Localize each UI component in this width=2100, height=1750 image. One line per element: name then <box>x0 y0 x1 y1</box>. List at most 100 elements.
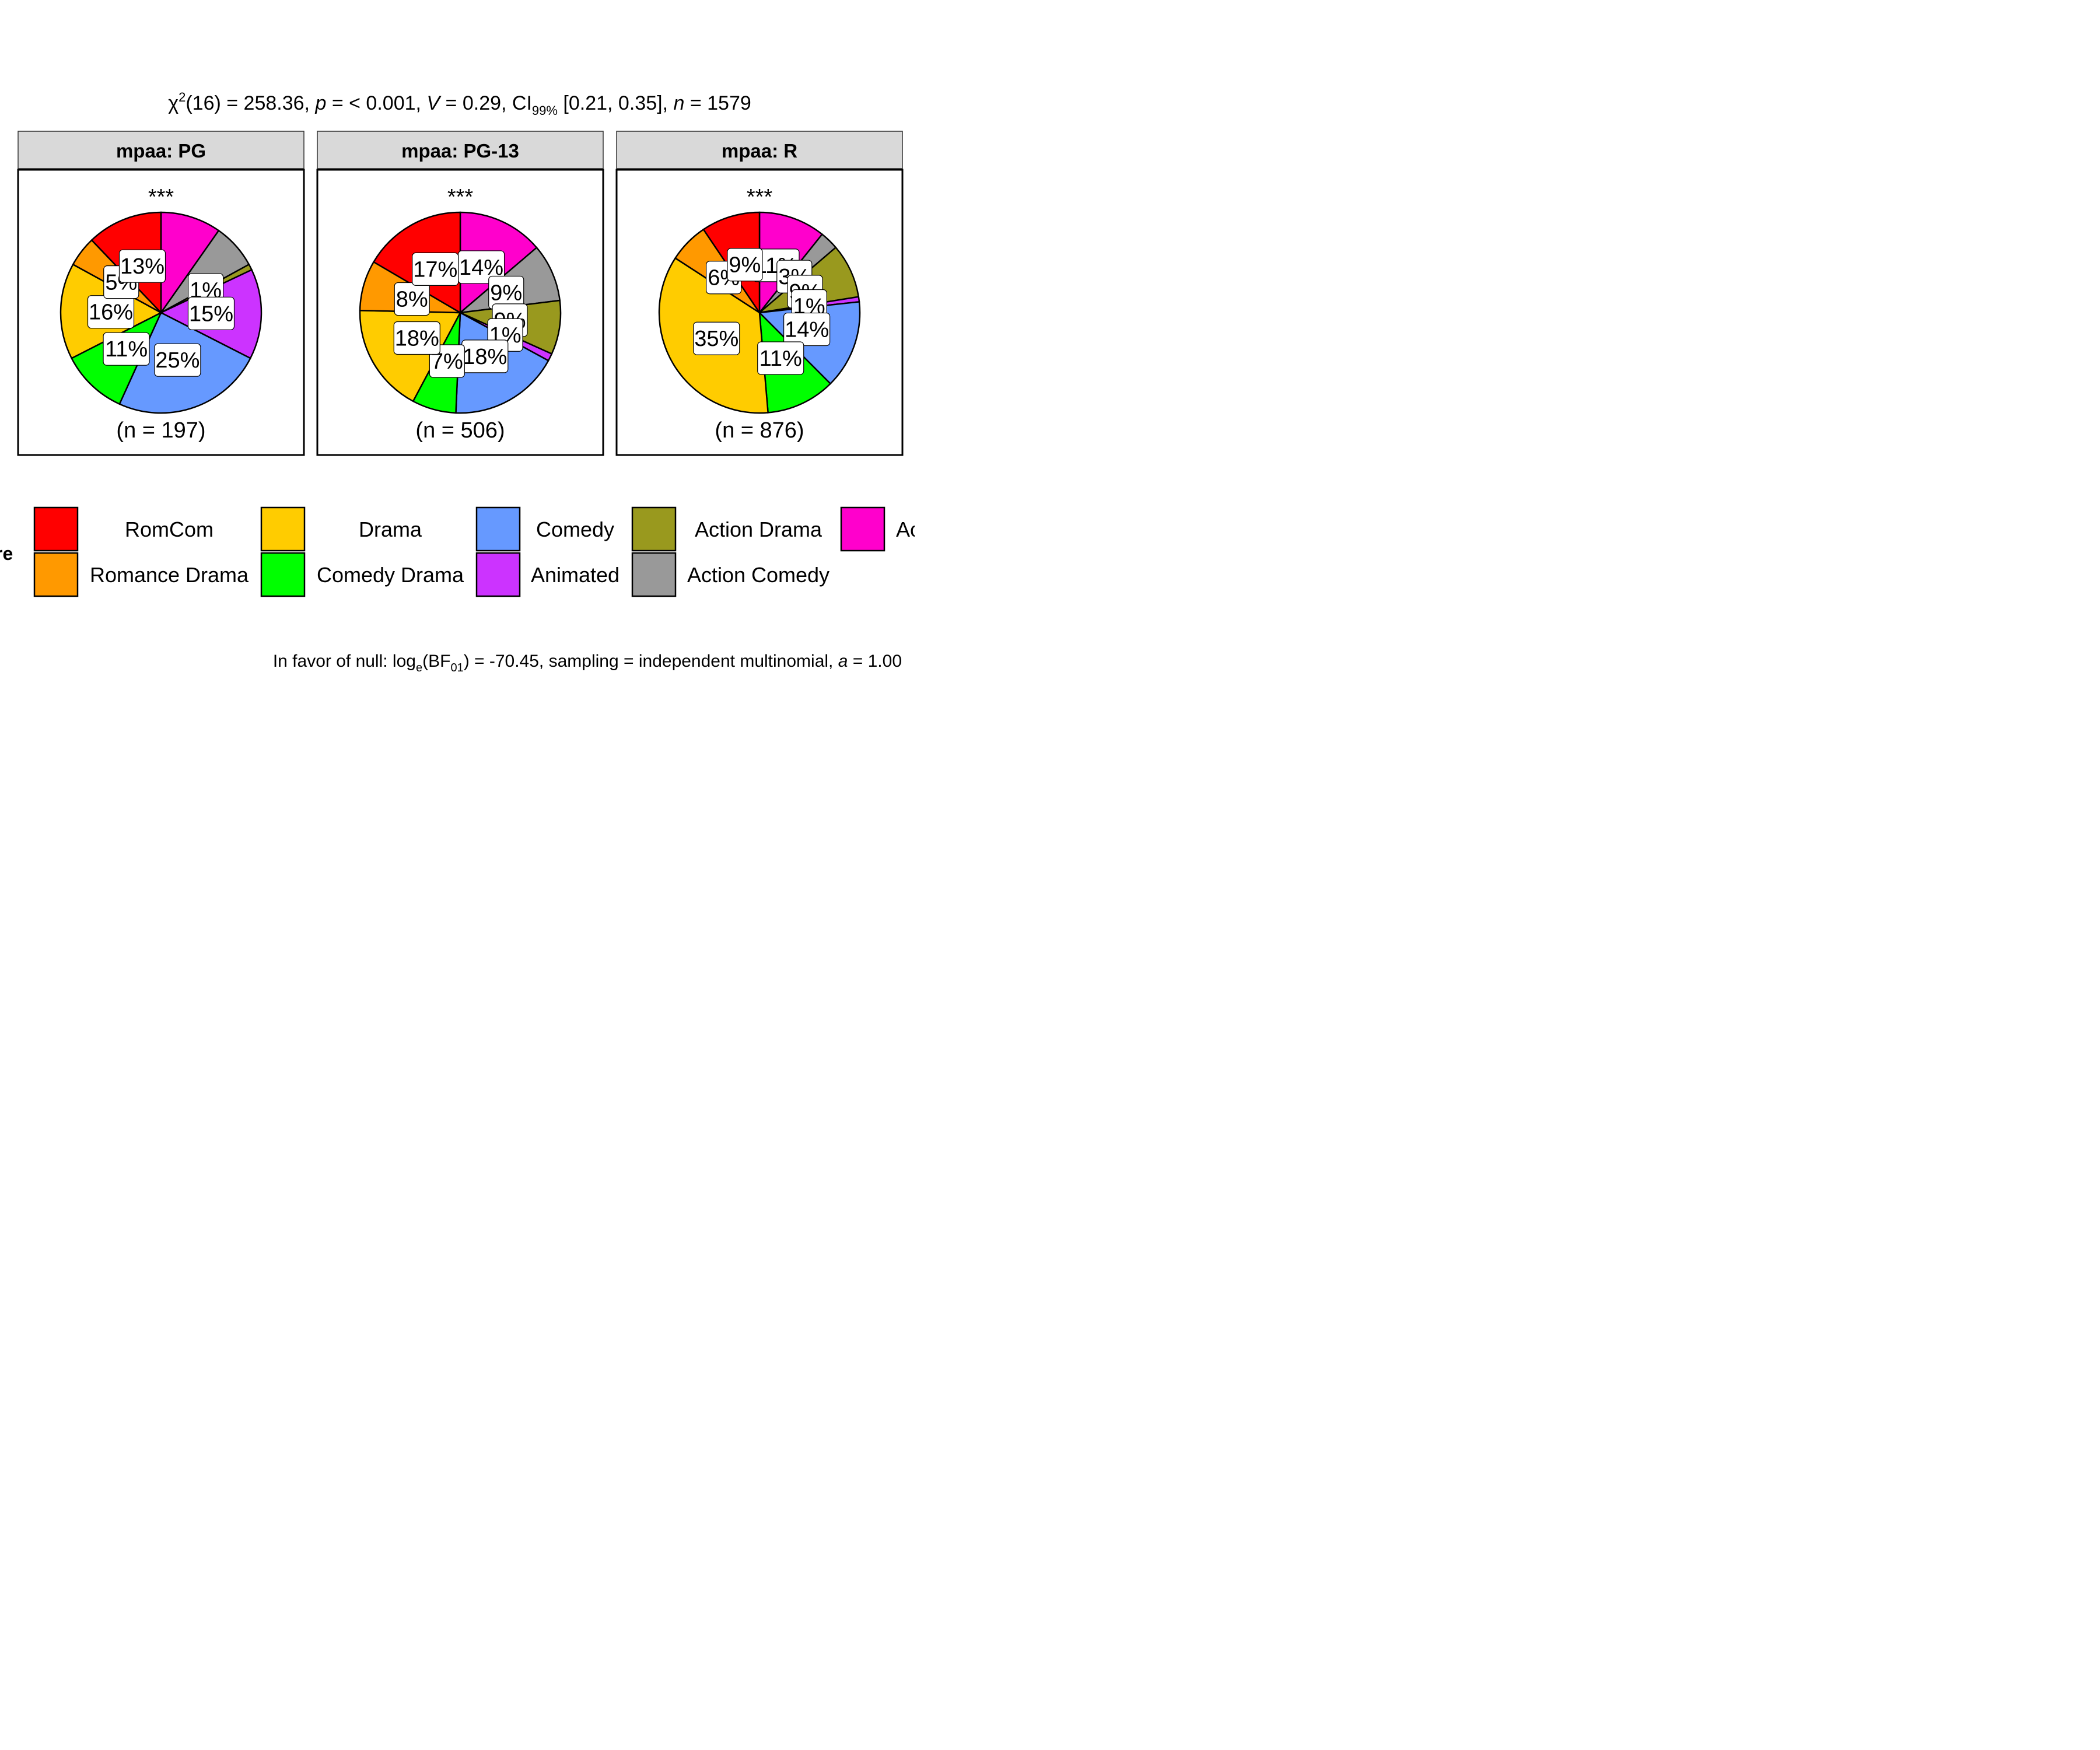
panel-mpaa-r: mpaa: R***11%3%9%1%14%11%35%6%9%(n = 876… <box>615 131 904 456</box>
percent-label-text: 14% <box>785 318 829 342</box>
legend-label: Action Comedy <box>687 563 830 587</box>
significance-label: *** <box>747 185 773 209</box>
legend-key-romance-drama <box>33 552 79 597</box>
slice-percent-label: 35% <box>693 321 740 355</box>
subtitle-p-value: = < 0.001, <box>326 92 426 114</box>
subtitle-p-symbol: p <box>314 92 326 114</box>
percent-label-text: 15% <box>189 302 233 326</box>
legend-item-romance-drama: Romance Drama <box>33 552 249 597</box>
percent-label-text: 16% <box>89 300 133 325</box>
caption-a-value: = 1.00 <box>848 652 902 671</box>
legend-key-comedy-drama <box>260 552 306 597</box>
pie-slice-action <box>160 211 220 315</box>
slice-percent-label: 17% <box>412 252 459 286</box>
percent-label-text: 9% <box>729 253 761 278</box>
subtitle-v-value: = 0.29, CI <box>440 92 532 114</box>
legend-label: Ac <box>896 517 915 541</box>
significance-label: *** <box>447 185 474 209</box>
percent-label-box <box>727 248 763 282</box>
legend-key-comedy <box>475 506 521 552</box>
percent-label-text: 11% <box>105 337 148 362</box>
subtitle-ci-value: [0.21, 0.35], <box>558 92 673 114</box>
percent-label-text: 25% <box>155 348 200 373</box>
facet-strip-label: mpaa: PG <box>116 140 206 162</box>
legend-item-animated: Animated <box>475 552 620 597</box>
sample-size-label: (n = 506) <box>415 418 505 443</box>
facet-panels: mpaa: PG***1%15%25%11%16%5%13%(n = 197)m… <box>17 131 904 456</box>
subtitle-chi-sq: 2 <box>178 90 186 104</box>
slice-percent-label: 15% <box>187 296 235 330</box>
percent-label-box <box>154 343 201 377</box>
significance-label: *** <box>148 185 174 209</box>
panel-mpaa-pg-13: mpaa: PG-13***14%9%9%1%18%7%18%8%17%(n =… <box>316 131 604 456</box>
legend: RomCom Romance Drama Drama Comedy Drama Come… <box>33 506 915 597</box>
sample-size-label: (n = 876) <box>715 418 804 443</box>
legend-label: Animated <box>531 563 620 587</box>
legend-key-action <box>840 506 886 552</box>
percent-label-box <box>118 249 166 283</box>
legend-label: Comedy Drama <box>317 563 464 587</box>
legend-item-action: Ac <box>840 506 915 552</box>
percent-label-text: 17% <box>413 257 457 282</box>
legend-item-comedy-drama: Comedy Drama <box>260 552 464 597</box>
slice-percent-label: 16% <box>87 295 135 329</box>
subtitle-n-symbol: n <box>673 92 684 114</box>
slice-percent-label: 18% <box>461 340 509 373</box>
subtitle-chi: χ <box>168 92 178 114</box>
caption-a-symbol: a <box>838 652 848 671</box>
legend-key-animated <box>475 552 521 597</box>
legend-item-romcom: RomCom <box>33 506 214 552</box>
percent-label-text: 8% <box>396 288 428 312</box>
slice-percent-label: 11% <box>103 332 150 366</box>
legend-label: Drama <box>359 517 422 541</box>
slice-percent-label: 9% <box>727 248 763 282</box>
percent-label-box <box>393 321 440 355</box>
subtitle-ci-sub: 99% <box>532 103 558 118</box>
facet-strip-label: mpaa: R <box>722 140 797 162</box>
slice-percent-label: 25% <box>154 343 201 377</box>
slice-percent-label: 18% <box>393 321 440 355</box>
legend-label: Comedy <box>536 517 614 541</box>
facet-strip <box>616 131 903 169</box>
percent-label-box <box>187 296 235 330</box>
pie-chart-figure: χ2(16) = 258.36, p = < 0.001, V = 0.29, … <box>0 90 915 674</box>
facet-strip <box>317 131 604 169</box>
legend-key-romcom <box>33 506 79 552</box>
percent-label-box <box>783 312 831 346</box>
legend-key-action-comedy <box>631 552 677 597</box>
percent-label-text: 9% <box>490 281 522 305</box>
percent-label-text: 35% <box>694 327 738 351</box>
percent-label-box <box>412 252 459 286</box>
caption-bf-sub: 01 <box>450 662 463 674</box>
legend-label: RomCom <box>125 517 214 541</box>
chart-subtitle: χ2(16) = 258.36, p = < 0.001, V = 0.29, … <box>168 90 751 118</box>
caption-prefix: In favor of null: log <box>273 652 416 671</box>
slice-percent-label: 13% <box>118 249 166 283</box>
legend-item-action-drama: Action Drama <box>631 506 822 552</box>
slice-percent-label: 11% <box>757 341 804 375</box>
caption-rest: ) = -70.45, sampling = independent multi… <box>464 652 838 671</box>
sample-size-label: (n = 197) <box>116 418 205 443</box>
percent-label-box <box>103 332 150 366</box>
percent-label-box <box>693 321 740 355</box>
slice-percent-label: 9% <box>488 275 524 310</box>
panel-mpaa-pg: mpaa: PG***1%15%25%11%16%5%13%(n = 197) <box>17 131 305 456</box>
legend-label: Romance Drama <box>90 563 249 587</box>
percent-label-text: 18% <box>463 345 507 369</box>
caption-bf: (BF <box>422 652 450 671</box>
legend-item-action-comedy: Action Comedy <box>631 552 830 597</box>
chart-caption: In favor of null: loge(BF01) = -70.45, s… <box>273 652 902 674</box>
caption-e-sub: e <box>416 662 422 674</box>
percent-label-text: 11% <box>760 346 802 371</box>
legend-item-drama: Drama <box>260 506 422 552</box>
slice-percent-label: 8% <box>394 282 430 316</box>
legend-item-comedy: Comedy <box>475 506 614 552</box>
subtitle-df: (16) = 258.36, <box>186 92 315 114</box>
facet-strip <box>18 131 304 169</box>
percent-label-box <box>757 341 804 375</box>
facet-strip-label: mpaa: PG-13 <box>401 140 519 162</box>
legend-title: re <box>0 543 13 564</box>
legend-key-drama <box>260 506 306 552</box>
legend-key-action-drama <box>631 506 677 552</box>
subtitle-n-value: = 1579 <box>684 92 751 114</box>
